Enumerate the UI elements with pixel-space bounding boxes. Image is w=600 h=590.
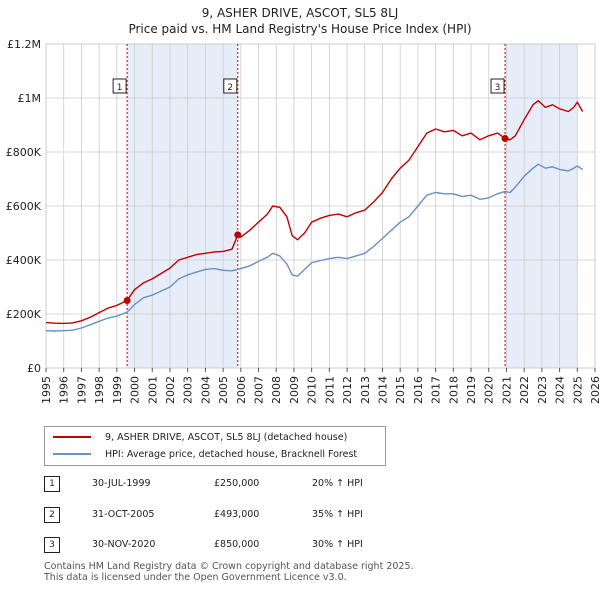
x-tick-label: 2012 [341, 376, 354, 404]
x-tick-label: 1996 [58, 376, 71, 404]
chart-subtitle: Price paid vs. HM Land Registry's House … [128, 22, 472, 36]
transaction-number-badge: 1 [44, 476, 60, 492]
y-tick-label: £800K [6, 146, 42, 159]
transaction-row: 1 30-JUL-1999 £250,000 20% ↑ HPI [44, 476, 464, 492]
series-line-hpi [45, 163, 583, 332]
legend-item-price: 9, ASHER DRIVE, ASCOT, SL5 8LJ (detached… [53, 429, 347, 445]
grid [45, 43, 596, 369]
transaction-row: 2 31-OCT-2005 £493,000 35% ↑ HPI [44, 507, 464, 523]
x-tick-label: 2007 [253, 376, 266, 404]
x-tick-label: 2011 [323, 376, 336, 404]
x-tick-label: 2006 [235, 376, 248, 404]
x-tick-label: 2018 [447, 376, 460, 404]
x-tick-label: 2014 [376, 376, 389, 404]
legend-item-hpi: HPI: Average price, detached house, Brac… [53, 446, 357, 462]
x-tick-label: 2016 [412, 376, 425, 404]
transaction-hpi: 35% ↑ HPI [312, 509, 363, 520]
x-tick-label: 1995 [40, 376, 53, 404]
axes: £0 £200K £400K £600K £800K £1M £1.2M 1995 1996 19… [6, 38, 600, 404]
sale-label: 3 [495, 83, 501, 93]
footer-copyright: Contains HM Land Registry data © Crown c… [44, 561, 414, 572]
sale-marker [501, 135, 509, 142]
x-tick-label: 2004 [199, 376, 212, 404]
sale-marker [234, 231, 242, 239]
sale-labels: 1 2 3 [112, 78, 505, 94]
legend-swatch-price [53, 436, 91, 438]
transaction-price: £850,000 [214, 539, 260, 550]
sale-marker [123, 297, 131, 304]
legend-label-price: 9, ASHER DRIVE, ASCOT, SL5 8LJ (detached… [105, 431, 348, 443]
x-tick-label: 2013 [359, 376, 372, 404]
transaction-date: 30-NOV-2020 [92, 539, 156, 550]
transaction-price: £250,000 [214, 478, 260, 489]
x-tick-label: 2009 [288, 376, 301, 404]
x-tick-label: 2008 [270, 376, 283, 404]
x-tick-label: 2005 [217, 376, 230, 404]
sale-label: 1 [117, 83, 123, 93]
footer-licence: This data is licensed under the Open Gov… [44, 572, 347, 583]
sale-markers [123, 135, 509, 304]
transaction-row: 3 30-NOV-2020 £850,000 30% ↑ HPI [44, 537, 464, 553]
y-tick-label: £0 [27, 362, 41, 375]
x-tick-label: 2003 [182, 376, 195, 404]
transaction-hpi: 30% ↑ HPI [312, 539, 363, 550]
x-tick-label: 2020 [483, 376, 496, 404]
x-tick-label: 1999 [111, 376, 124, 404]
x-tick-label: 2025 [571, 376, 584, 404]
x-tick-label: 2010 [306, 376, 319, 404]
y-tick-label: £1.2M [7, 38, 41, 51]
y-tick-label: £1M [18, 92, 42, 105]
price-chart: £0 £200K £400K £600K £800K £1M £1.2M 1995 1996 19… [6, 38, 600, 404]
legend-swatch-hpi [53, 453, 91, 455]
y-tick-label: £200K [6, 308, 42, 321]
footer: Contains HM Land Registry data © Crown c… [44, 561, 414, 583]
x-tick-label: 2023 [536, 376, 549, 404]
x-tick-label: 2001 [146, 376, 159, 404]
sale-label-box [490, 78, 505, 94]
y-tick-label: £400K [6, 254, 42, 267]
sale-label-box [112, 78, 127, 94]
transaction-number-badge: 2 [44, 507, 60, 523]
sale-label-box [223, 78, 238, 94]
x-tick-label: 1997 [75, 376, 88, 404]
sale-vlines [126, 44, 506, 368]
x-tick-label: 2024 [554, 376, 567, 404]
transaction-date: 31-OCT-2005 [92, 509, 155, 520]
x-tick-label: 2015 [394, 376, 407, 404]
transaction-price: £493,000 [214, 509, 260, 520]
chart-title: 9, ASHER DRIVE, ASCOT, SL5 8LJ [201, 6, 399, 20]
x-tick-label: 2026 [589, 376, 600, 404]
transaction-number-badge: 3 [44, 537, 60, 553]
legend: 9, ASHER DRIVE, ASCOT, SL5 8LJ (detached… [44, 426, 386, 466]
transaction-hpi: 20% ↑ HPI [312, 478, 363, 489]
x-tick-label: 1998 [93, 376, 106, 404]
x-tick-label: 2017 [430, 376, 443, 404]
sale-label: 2 [227, 83, 233, 93]
legend-label-hpi: HPI: Average price, detached house, Brac… [105, 448, 358, 460]
x-tick-label: 2019 [465, 376, 478, 404]
y-tick-label: £600K [6, 200, 42, 213]
series-lines [45, 100, 584, 332]
series-line-price [45, 100, 584, 325]
x-tick-label: 2002 [164, 376, 177, 404]
x-tick-label: 2022 [518, 376, 531, 404]
x-tick-label: 2000 [129, 376, 142, 404]
x-tick-label: 2021 [500, 376, 513, 404]
transaction-date: 30-JUL-1999 [92, 478, 151, 489]
